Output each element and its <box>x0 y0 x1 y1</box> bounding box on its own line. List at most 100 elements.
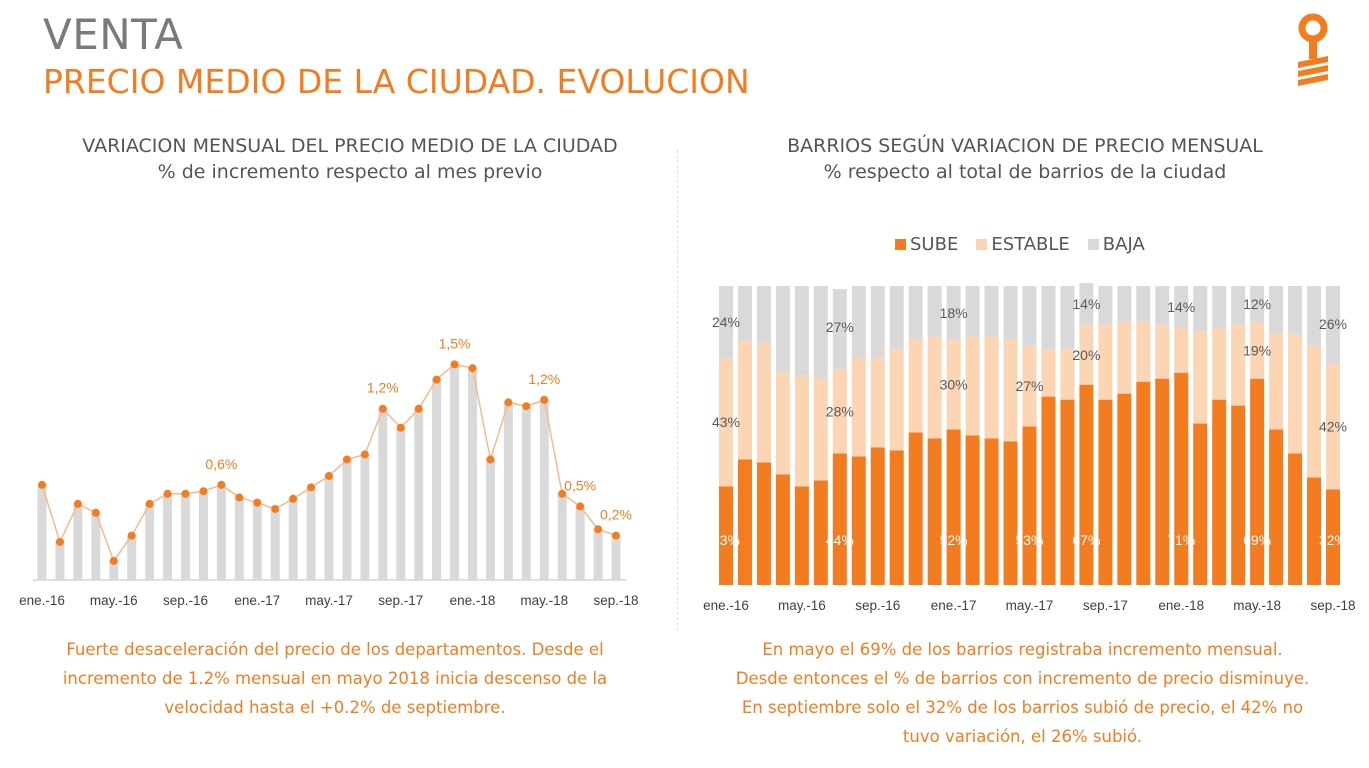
x-tick-label: sep.-18 <box>1310 598 1355 613</box>
data-point <box>342 455 351 464</box>
bar-segment-baja <box>1174 286 1189 328</box>
bar-segment-sube <box>832 453 847 585</box>
data-point <box>55 537 64 546</box>
bar-segment-sube <box>1117 393 1132 585</box>
x-tick-label: ene.-16 <box>703 598 749 613</box>
legend-label-baja: BAJA <box>1102 234 1145 255</box>
data-label: 1,5% <box>439 335 471 351</box>
data-label: 69% <box>1243 532 1271 548</box>
bar-segment-baja <box>1326 286 1340 364</box>
bar <box>575 506 585 580</box>
data-point <box>522 402 531 411</box>
panel-divider <box>677 150 678 630</box>
data-label: 14% <box>1167 299 1195 315</box>
bar-segment-baja <box>1288 286 1303 334</box>
bar-segment-sube <box>756 462 771 585</box>
bar-segment-sube <box>927 438 942 585</box>
bar-segment-baja <box>1079 283 1094 325</box>
x-tick-label: ene.-17 <box>234 593 280 608</box>
data-label: 71% <box>1167 532 1195 548</box>
bar-segment-baja <box>719 286 733 358</box>
bar-segment-baja <box>1269 286 1284 334</box>
data-point <box>38 480 46 489</box>
x-tick-label: sep.-17 <box>1083 598 1128 613</box>
bar-segment-baja <box>1193 286 1208 331</box>
bar-segment-estable <box>1250 321 1265 379</box>
bar-segment-baja <box>832 288 847 370</box>
x-tick-label: sep.-16 <box>855 598 900 613</box>
bar-segment-estable <box>1212 327 1227 400</box>
bar-segment-estable <box>813 378 828 481</box>
bar <box>163 493 173 580</box>
data-point <box>199 487 208 496</box>
x-tick-label: may.-16 <box>90 593 138 608</box>
legend-swatch-estable <box>976 239 988 250</box>
bar <box>288 498 298 580</box>
data-label: 0,5% <box>564 477 596 493</box>
x-tick-label: sep.-16 <box>163 593 208 608</box>
bar-segment-sube <box>1079 384 1094 585</box>
data-point <box>450 360 459 369</box>
bar <box>378 408 388 580</box>
bar-segment-sube <box>1193 423 1208 585</box>
data-label: 12% <box>1243 296 1271 312</box>
bar-segment-baja <box>794 286 809 376</box>
right-chart-subtitle: % respecto al total de barrios de la ciu… <box>823 161 1227 183</box>
data-label: 1,2% <box>528 371 560 387</box>
data-point <box>360 450 369 459</box>
bar-segment-estable <box>1003 339 1018 442</box>
bar-segment-sube <box>1041 396 1056 585</box>
bar-segment-estable <box>889 348 904 451</box>
data-label: 32% <box>1319 532 1347 548</box>
x-tick-label: ene.-17 <box>931 598 977 613</box>
bar-segment-sube <box>1098 399 1113 585</box>
left-chart-subtitle: % de incremento respecto al mes previo <box>157 161 543 183</box>
bar <box>216 484 226 580</box>
x-tick-label: may.-17 <box>305 593 353 608</box>
data-point <box>468 364 477 373</box>
bar <box>557 493 567 580</box>
bar-segment-baja <box>927 286 942 337</box>
bar-segment-sube <box>1155 378 1170 585</box>
bar-segment-sube <box>1288 453 1303 585</box>
bar-segment-baja <box>1136 286 1151 322</box>
bar <box>306 487 316 580</box>
bar-segment-baja <box>946 286 961 340</box>
x-tick-label: sep.-17 <box>378 593 423 608</box>
bar-segment-estable <box>908 339 923 433</box>
bar-segment-estable <box>965 336 980 436</box>
bar-segment-estable <box>1060 348 1075 400</box>
data-point <box>396 423 405 432</box>
x-tick-label: may.-18 <box>520 593 568 608</box>
bar-segment-sube <box>719 486 733 585</box>
right-chart-title: BARRIOS SEGÚN VARIACION DE PRECIO MENSUA… <box>787 135 1263 157</box>
bar-segment-sube <box>1022 426 1037 585</box>
data-point <box>307 483 316 492</box>
data-label: 26% <box>1319 316 1347 332</box>
bar-segment-sube <box>1060 399 1075 585</box>
data-point <box>181 489 190 498</box>
bar-segment-baja <box>1117 286 1132 322</box>
bar <box>234 497 244 580</box>
monthly-variation-chart: 0,6% 1,2% 1,5% 1,2% 0,5%0,2% ene.-16 may.-16 se… <box>19 335 638 608</box>
barrios-variation-chart: 33% 43% 24% 44% 28% 27% 52% 30% 18% 53% 27% 67% 20% 1… <box>703 283 1356 613</box>
data-label: 18% <box>940 305 968 321</box>
bar-segment-baja <box>984 286 999 337</box>
data-point <box>127 531 136 540</box>
bar <box>91 512 101 580</box>
bar-segment-baja <box>813 286 828 379</box>
bar-segment-sube <box>1136 381 1151 585</box>
x-tick-label: may.-16 <box>778 598 826 613</box>
data-label: 1,2% <box>367 380 399 396</box>
legend-swatch-sube <box>895 239 906 250</box>
bar-segment-sube <box>775 474 790 585</box>
bar-segment-baja <box>965 286 980 337</box>
right-chart-title-block: BARRIOS SEGÚN VARIACION DE PRECIO MENSUA… <box>700 133 1350 185</box>
bar-segment-estable <box>1136 321 1151 382</box>
data-label: 0,2% <box>600 507 632 523</box>
bar-segment-estable <box>832 369 847 454</box>
data-label: 30% <box>940 377 968 393</box>
bar-segment-baja <box>1060 286 1075 349</box>
data-point <box>145 499 154 508</box>
legend-item-estable: ESTABLE <box>976 234 1070 255</box>
